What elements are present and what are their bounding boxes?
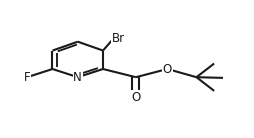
- Text: N: N: [73, 71, 82, 84]
- Text: F: F: [24, 71, 30, 84]
- Text: O: O: [163, 63, 172, 75]
- Text: O: O: [131, 91, 140, 104]
- Text: Br: Br: [112, 32, 125, 45]
